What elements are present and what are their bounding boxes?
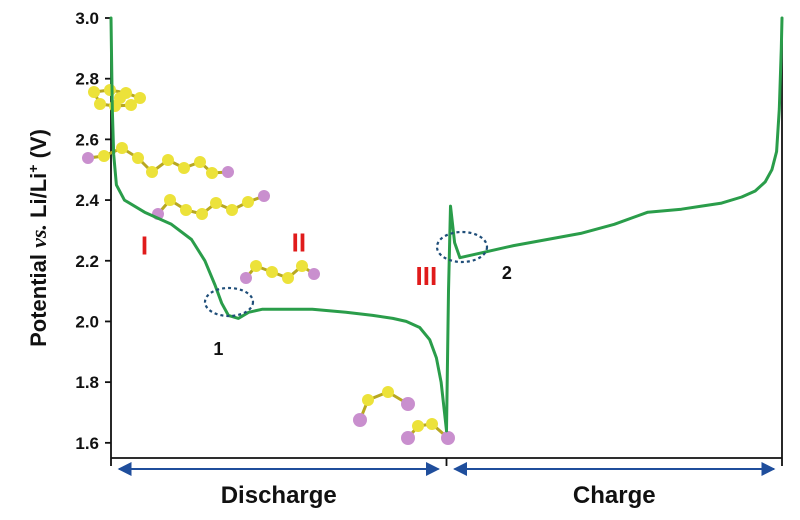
li2s6-chain-molecule xyxy=(152,190,270,220)
polysulfide-molecules xyxy=(82,84,455,445)
y-tick-label-4: 2.4 xyxy=(75,191,99,210)
li2s4-chain-molecule xyxy=(240,260,320,284)
region-label-2: III xyxy=(416,261,438,291)
ylabel-ref: Li/Li xyxy=(26,173,51,224)
ylabel-sup: + xyxy=(25,165,41,173)
marker-label-1: 2 xyxy=(502,263,512,283)
y-tick-label-7: 3.0 xyxy=(75,9,99,28)
y-tick-label-3: 2.2 xyxy=(75,252,99,271)
phase-arrows: Discharge Charge xyxy=(117,462,776,509)
charge-curve xyxy=(445,16,784,433)
discharge-label: Discharge xyxy=(221,482,337,509)
y-tick-label-1: 1.8 xyxy=(75,373,99,392)
region-label-1: II xyxy=(292,228,306,258)
y-ticks: 1.6 1.8 2.0 2.2 2.4 2.6 2.8 3.0 xyxy=(75,9,111,453)
marker-ellipse-2 xyxy=(435,230,489,264)
y-tick-label-0: 1.6 xyxy=(75,434,99,453)
y-axis-label: Potential vs. Li/Li+ (V) xyxy=(25,129,51,347)
ylabel-unit: (V) xyxy=(26,129,51,164)
li2s2-molecules xyxy=(353,386,455,445)
y-tick-label-2: 2.0 xyxy=(75,312,99,331)
ylabel-main: Potential xyxy=(26,248,51,347)
x-ticks xyxy=(110,458,783,466)
voltage-curves xyxy=(109,16,784,433)
li2s8-chain-molecule xyxy=(82,142,234,179)
y-tick-label-5: 2.6 xyxy=(75,130,99,149)
s8-ring-molecule xyxy=(88,84,146,112)
discharge-curve xyxy=(109,16,448,433)
y-tick-label-6: 2.8 xyxy=(75,70,99,89)
marker-label-0: 1 xyxy=(213,339,223,359)
marker-ellipse-1 xyxy=(203,286,255,318)
region-label-0: I xyxy=(141,231,148,261)
ylabel-vs: vs. xyxy=(26,224,51,248)
charge-label: Charge xyxy=(573,482,656,509)
